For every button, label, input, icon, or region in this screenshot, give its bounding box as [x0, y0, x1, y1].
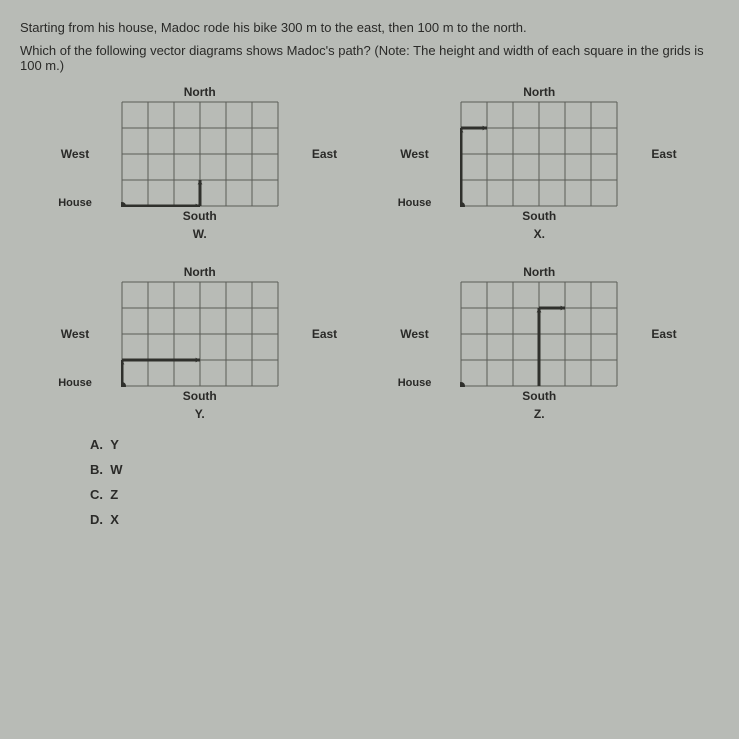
label-east: East — [651, 327, 676, 341]
label-south: South — [522, 389, 556, 403]
label-south: South — [522, 209, 556, 223]
diagram-grid: North West East House South W. North West East Ho… — [50, 83, 689, 423]
label-house: House — [58, 197, 92, 209]
label-house: House — [398, 197, 432, 209]
vector-grid — [121, 101, 279, 207]
choice-d: D. X — [90, 512, 649, 527]
label-west: West — [61, 147, 89, 161]
answer-choices: A. Y B. W C. Z D. X — [90, 437, 649, 527]
label-east: East — [312, 147, 337, 161]
choice-b: B. W — [90, 462, 649, 477]
label-house: House — [398, 377, 432, 389]
label-north: North — [184, 85, 216, 99]
vector-grid — [460, 281, 618, 387]
label-north: North — [184, 265, 216, 279]
label-west: West — [61, 327, 89, 341]
label-house: House — [58, 377, 92, 389]
diagram-z: North West East House South Z. — [390, 263, 690, 423]
label-north: North — [523, 265, 555, 279]
problem-line-1: Starting from his house, Madoc rode his … — [20, 20, 719, 35]
problem-line-2: Which of the following vector diagrams s… — [20, 43, 719, 73]
diagram-y: North West East House South Y. — [50, 263, 350, 423]
diagram-letter: Z. — [534, 407, 545, 421]
diagram-w: North West East House South W. — [50, 83, 350, 243]
label-north: North — [523, 85, 555, 99]
diagram-letter: Y. — [195, 407, 205, 421]
label-east: East — [312, 327, 337, 341]
label-south: South — [183, 209, 217, 223]
label-west: West — [400, 147, 428, 161]
choice-c: C. Z — [90, 487, 649, 502]
diagram-letter: W. — [193, 227, 207, 241]
label-south: South — [183, 389, 217, 403]
vector-grid — [460, 101, 618, 207]
label-east: East — [651, 147, 676, 161]
choice-a: A. Y — [90, 437, 649, 452]
diagram-x: North West East House South X. — [390, 83, 690, 243]
label-west: West — [400, 327, 428, 341]
vector-grid — [121, 281, 279, 387]
diagram-letter: X. — [534, 227, 545, 241]
